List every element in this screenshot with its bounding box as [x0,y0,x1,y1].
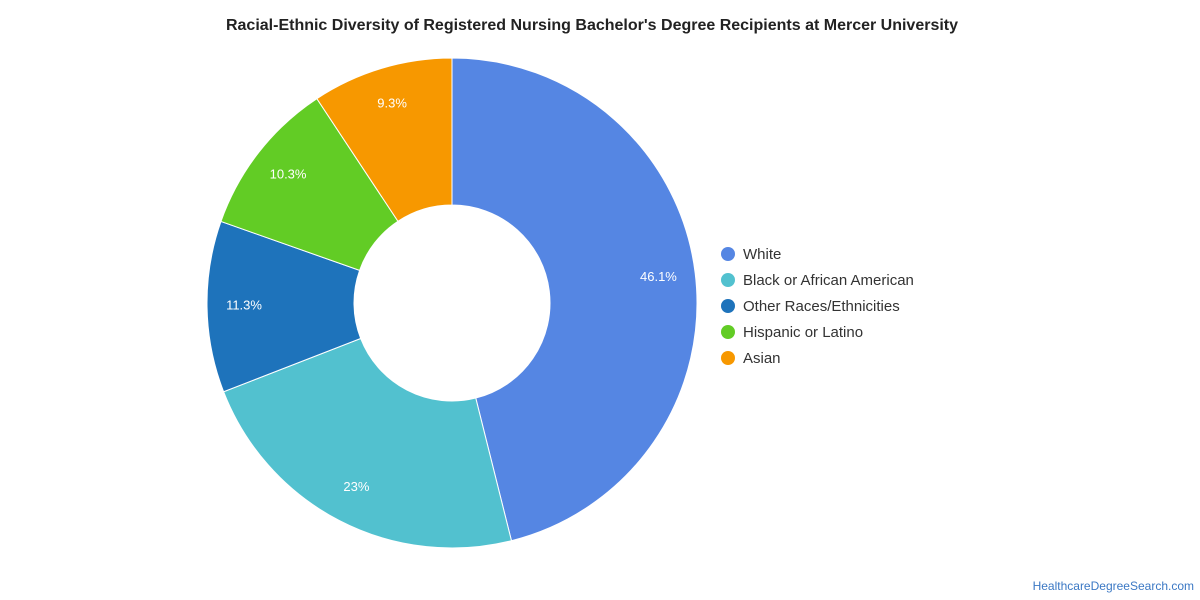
slices-group [206,57,698,549]
legend-swatch [721,351,735,365]
legend-swatch [721,299,735,313]
chart-title: Racial-Ethnic Diversity of Registered Nu… [225,17,959,34]
slice-black-or-african-american[interactable] [222,337,513,549]
legend-label: White [743,245,782,263]
legend-label: Asian [743,349,781,367]
legend-item-other-races-ethnicities[interactable]: Other Races/Ethnicities [721,293,914,319]
legend-swatch [721,325,735,339]
legend: White Black or African American Other Race… [721,241,914,371]
slice-label-asian: 9.3% [377,95,407,110]
slice-white[interactable] [451,57,698,542]
legend-label: Black or African American [743,271,914,289]
slice-label-other-races-ethnicities: 11.3% [226,298,262,313]
labels-group: 46.1% 23% 11.3% 10.3% 9.3% [226,95,677,494]
legend-item-hispanic-or-latino[interactable]: Hispanic or Latino [721,319,914,345]
legend-swatch [721,273,735,287]
legend-item-asian[interactable]: Asian [721,345,914,371]
slice-label-hispanic-or-latino: 10.3% [270,166,307,181]
legend-label: Other Races/Ethnicities [743,297,900,315]
slice-label-white: 46.1% [640,269,677,284]
slice-asian[interactable] [316,57,453,222]
slice-other-races-ethnicities[interactable] [206,220,362,393]
slice-hispanic-or-latino[interactable] [220,97,399,272]
legend-item-white[interactable]: White [721,241,914,267]
legend-label: Hispanic or Latino [743,323,864,341]
legend-swatch [721,247,735,261]
legend-item-black-or-african-american[interactable]: Black or African American [721,267,914,293]
slice-label-black-or-african-american: 23% [343,479,369,494]
source-credit[interactable]: HealthcareDegreeSearch.com [1032,579,1194,593]
